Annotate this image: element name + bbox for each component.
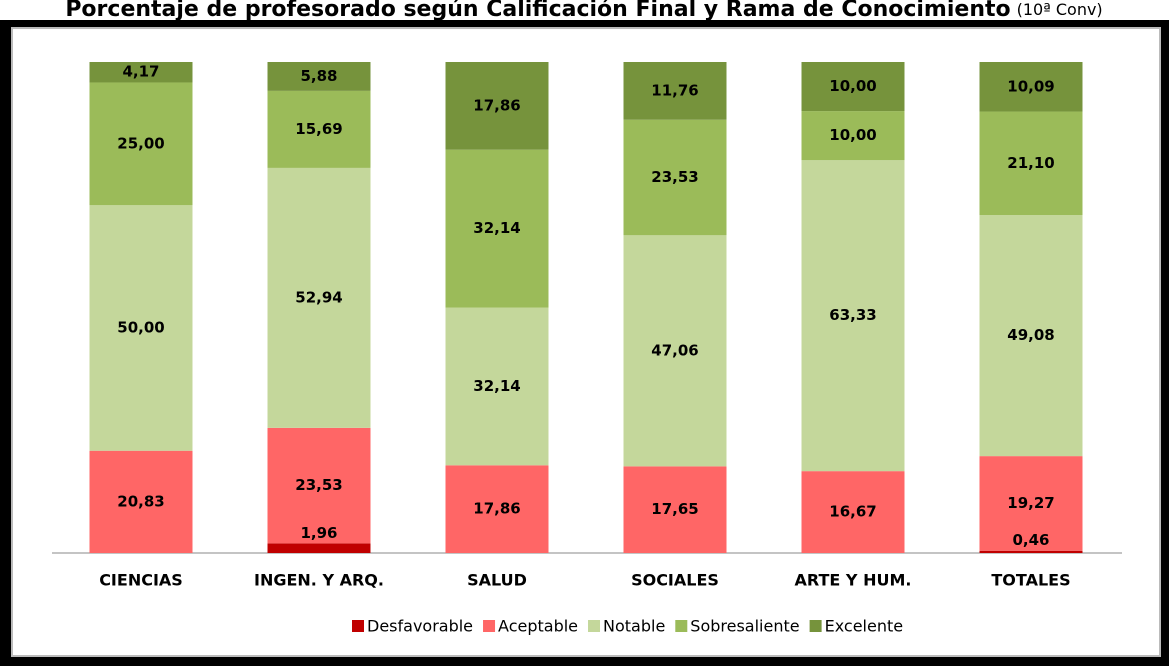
- data-label: 1,96: [300, 524, 337, 542]
- bar-segment: [267, 167, 371, 428]
- x-tick-label: SALUD: [467, 571, 527, 590]
- data-label: 63,33: [829, 306, 876, 324]
- bar-segment: [267, 62, 371, 91]
- data-label: 50,00: [117, 318, 164, 336]
- chart-title: Porcentaje de profesorado según Califica…: [65, 0, 1102, 22]
- bar-segment: [979, 550, 1083, 553]
- legend-label: Notable: [603, 617, 665, 636]
- x-tick-label: SOCIALES: [631, 571, 719, 590]
- bar-segment: [89, 82, 193, 206]
- data-label: 17,86: [473, 500, 520, 518]
- title: Porcentaje de profesorado según Califica…: [65, 0, 1010, 22]
- legend-swatch: [352, 620, 364, 632]
- data-label: 52,94: [295, 288, 342, 306]
- data-label: 23,53: [651, 168, 698, 186]
- x-tick-label: TOTALES: [991, 571, 1070, 590]
- data-label: 0,46: [1012, 531, 1049, 549]
- data-label: 17,65: [651, 500, 698, 518]
- data-label: 15,69: [295, 120, 342, 138]
- bar-segment: [979, 111, 1083, 216]
- bar-segment: [445, 62, 549, 150]
- legend-swatch: [483, 620, 496, 632]
- x-tick-label: CIENCIAS: [99, 571, 183, 590]
- data-label: 47,06: [651, 341, 698, 359]
- bar-segment: [979, 215, 1083, 457]
- data-label: 19,27: [1007, 494, 1054, 512]
- bar-segment: [89, 62, 193, 83]
- data-label: 21,10: [1007, 154, 1054, 172]
- x-tick-label: INGEN. Y ARQ.: [254, 571, 384, 590]
- panel: [11, 27, 1161, 657]
- legend-swatch: [675, 620, 688, 632]
- legend-label: Sobresaliente: [690, 617, 799, 636]
- bar-segment: [445, 149, 549, 308]
- data-label: 10,00: [829, 77, 876, 95]
- bar-segment: [267, 90, 371, 168]
- data-label: 16,67: [829, 503, 876, 521]
- legend-label: Aceptable: [498, 617, 578, 636]
- bar-segment: [979, 62, 1083, 112]
- data-label: 32,14: [473, 377, 520, 395]
- legend-swatch: [588, 620, 601, 632]
- data-label: 10,00: [829, 126, 876, 144]
- bar-segment: [445, 307, 549, 466]
- bar-segment: [801, 471, 905, 553]
- bar-segment: [801, 62, 905, 112]
- x-tick-label: ARTE Y HUM.: [795, 571, 912, 590]
- legend-swatch: [809, 620, 822, 632]
- bar-segment: [623, 235, 727, 467]
- data-label: 11,76: [651, 81, 698, 99]
- data-label: 5,88: [300, 67, 337, 85]
- data-label: 23,53: [295, 476, 342, 494]
- bar-segment: [445, 465, 549, 553]
- bar-segment: [89, 450, 193, 553]
- bar-segment: [801, 160, 905, 472]
- bar-segment: [623, 62, 727, 120]
- data-label: 49,08: [1007, 326, 1054, 344]
- data-label: 4,17: [122, 63, 159, 81]
- bar-segment: [267, 427, 371, 544]
- data-label: 32,14: [473, 219, 520, 237]
- bar-segment: [623, 119, 727, 236]
- bar-segment: [623, 466, 727, 553]
- data-label: 25,00: [117, 134, 164, 152]
- subtitle: (10ª Conv): [1017, 0, 1103, 19]
- legend-label: Excelente: [825, 617, 903, 636]
- data-label: 20,83: [117, 492, 164, 510]
- bar-segment: [267, 543, 371, 553]
- data-label: 10,09: [1007, 77, 1054, 95]
- bar-segment: [979, 456, 1083, 551]
- legend-label: Desfavorable: [367, 617, 473, 636]
- bar-segment: [89, 205, 193, 451]
- data-label: 17,86: [473, 96, 520, 114]
- bar-segment: [801, 111, 905, 161]
